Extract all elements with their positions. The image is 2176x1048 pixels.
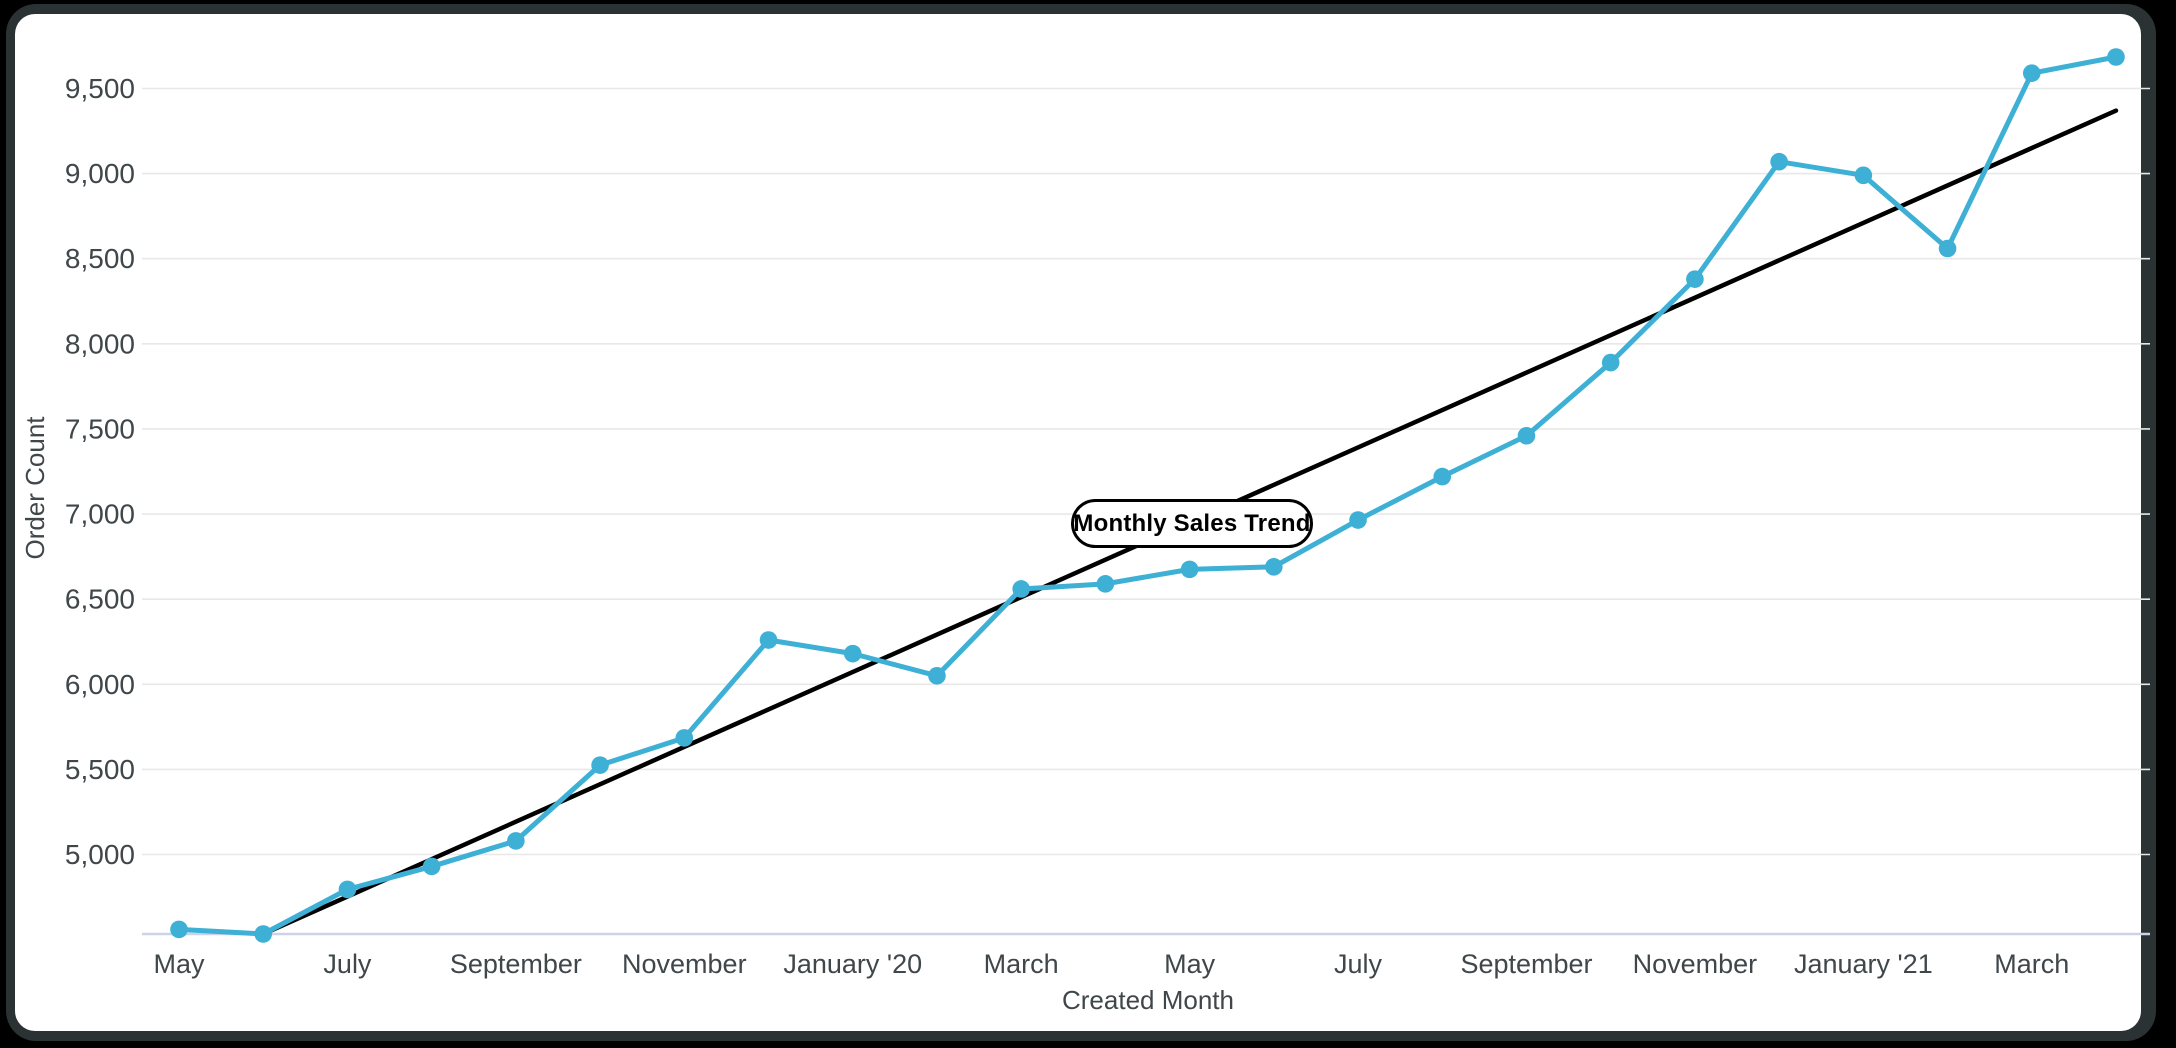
x-tick-label: March — [1994, 949, 2069, 979]
data-point[interactable] — [507, 832, 525, 850]
data-point[interactable] — [1180, 560, 1199, 579]
x-tick-label: November — [622, 949, 747, 979]
x-axis-tick-labels: May July September November January '20 March… — [153, 949, 2069, 979]
data-point[interactable] — [2022, 64, 2041, 82]
data-point[interactable] — [1012, 580, 1030, 598]
data-point[interactable] — [1433, 467, 1452, 486]
data-point[interactable] — [338, 880, 357, 899]
y-tick-label: 5,000 — [65, 839, 135, 870]
data-point[interactable] — [843, 644, 862, 663]
gridlines — [142, 87, 2150, 856]
y-axis-title: Order Count — [20, 416, 50, 560]
y-axis-tick-labels: 5,000 5,500 6,000 6,500 7,000 7,500 8,000 8,500… — [65, 73, 135, 870]
x-tick-label: May — [1164, 949, 1216, 979]
x-tick-label: July — [1334, 949, 1383, 979]
data-point[interactable] — [254, 925, 273, 943]
data-point[interactable] — [1770, 152, 1788, 171]
data-point[interactable] — [170, 920, 188, 939]
data-point[interactable] — [759, 631, 778, 649]
y-tick-label: 7,000 — [65, 499, 135, 530]
y-tick-label: 5,500 — [65, 754, 135, 785]
chart-title-pill: Monthly Sales Trend — [1071, 499, 1313, 548]
x-tick-label: March — [984, 949, 1059, 979]
y-tick-label: 8,500 — [65, 243, 135, 274]
data-point[interactable] — [1686, 270, 1704, 288]
data-point[interactable] — [675, 729, 694, 747]
chart-title: Monthly Sales Trend — [1073, 509, 1311, 537]
data-point[interactable] — [1096, 575, 1115, 593]
data-point[interactable] — [928, 666, 946, 685]
y-tick-label: 8,000 — [65, 328, 135, 359]
x-tick-label: May — [153, 949, 205, 979]
y-tick-label: 6,500 — [65, 584, 135, 615]
data-point[interactable] — [1517, 426, 1536, 445]
x-tick-label: September — [1460, 949, 1592, 979]
data-point[interactable] — [2107, 48, 2125, 66]
data-point[interactable] — [1854, 166, 1873, 185]
x-tick-label: November — [1633, 949, 1758, 979]
data-points — [170, 48, 2125, 943]
data-point[interactable] — [1601, 353, 1620, 372]
x-tick-label: September — [450, 949, 582, 979]
y-tick-label: 9,000 — [65, 158, 135, 189]
data-point[interactable] — [1349, 511, 1367, 529]
y-tick-label: 7,500 — [65, 413, 135, 444]
y-tick-label: 9,500 — [65, 73, 135, 104]
series-line — [176, 54, 2119, 937]
x-tick-label: July — [323, 949, 372, 979]
data-point[interactable] — [1265, 558, 1283, 576]
x-axis-title: Created Month — [1062, 985, 1234, 1015]
y-tick-label: 6,000 — [65, 669, 135, 700]
data-point[interactable] — [1938, 239, 1957, 258]
order-count-line — [176, 54, 2119, 937]
data-point[interactable] — [591, 756, 609, 774]
x-tick-label: January '21 — [1794, 949, 1933, 979]
data-point[interactable] — [422, 857, 441, 876]
x-tick-label: January '20 — [783, 949, 922, 979]
